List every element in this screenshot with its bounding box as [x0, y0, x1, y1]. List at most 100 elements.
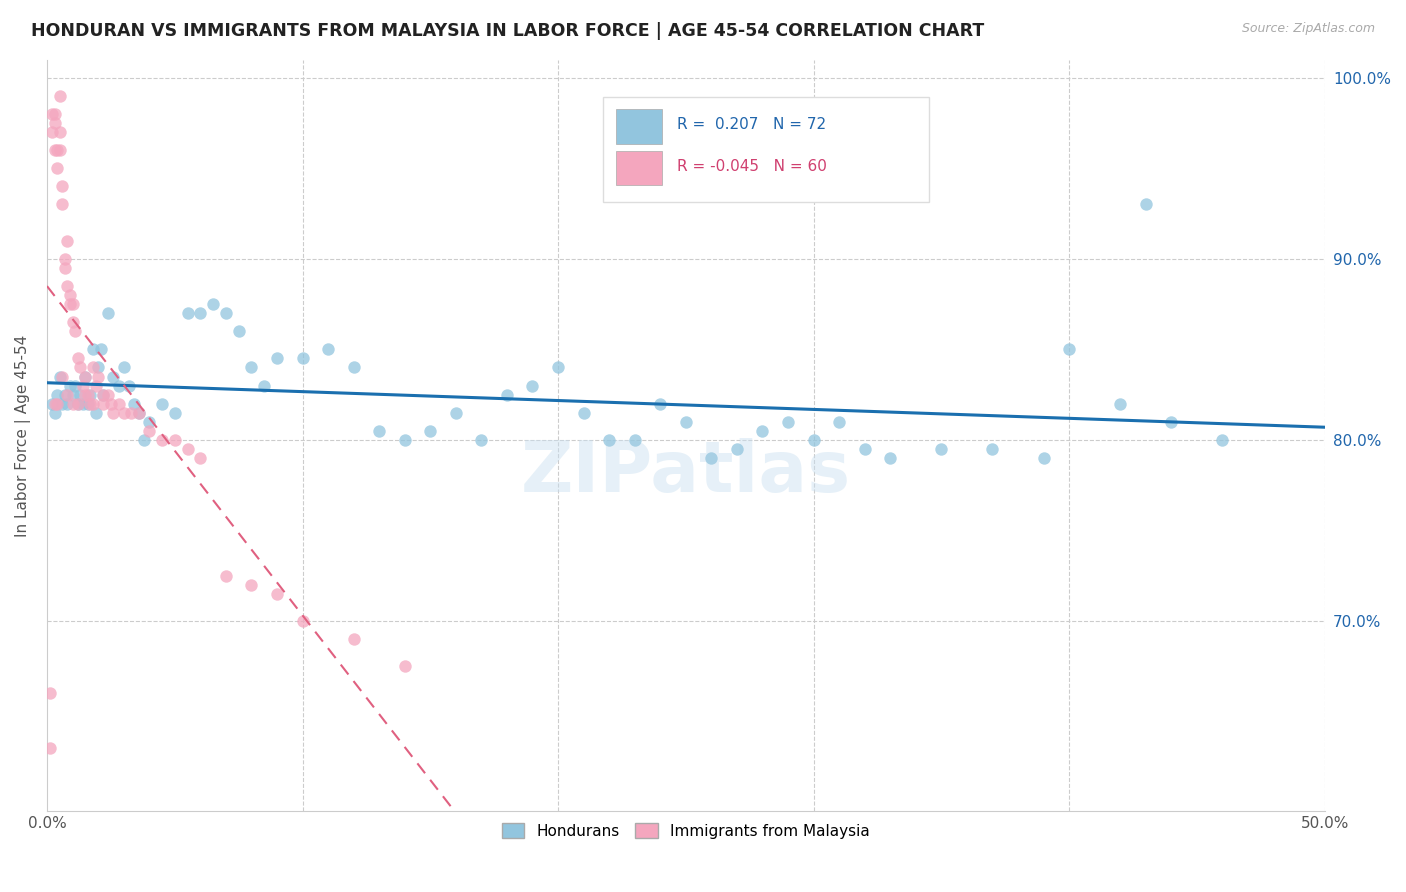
Point	[66, 397, 89, 411]
Point	[470, 433, 492, 447]
Point	[725, 442, 748, 456]
Point	[112, 360, 135, 375]
Point	[419, 424, 441, 438]
Point	[215, 568, 238, 582]
Point	[48, 88, 70, 103]
Point	[343, 360, 366, 375]
Point	[63, 378, 86, 392]
Point	[188, 450, 211, 465]
Point	[44, 143, 66, 157]
Point	[163, 433, 186, 447]
Point	[240, 578, 263, 592]
FancyBboxPatch shape	[603, 97, 928, 202]
Point	[82, 397, 104, 411]
Point	[751, 424, 773, 438]
Point	[1160, 415, 1182, 429]
Point	[84, 378, 107, 392]
Point	[62, 397, 84, 411]
Point	[66, 397, 89, 411]
Point	[138, 415, 160, 429]
Point	[53, 260, 76, 275]
Point	[56, 234, 79, 248]
Point	[253, 378, 276, 392]
Point	[623, 433, 645, 447]
Point	[82, 343, 104, 357]
Point	[76, 387, 98, 401]
Point	[240, 360, 263, 375]
Point	[53, 387, 76, 401]
Point	[75, 387, 97, 401]
Point	[112, 406, 135, 420]
Point	[176, 306, 198, 320]
Point	[82, 360, 104, 375]
Point	[496, 387, 519, 401]
FancyBboxPatch shape	[616, 151, 662, 186]
Point	[368, 424, 391, 438]
Point	[56, 279, 79, 293]
Point	[59, 297, 82, 311]
Point	[44, 397, 66, 411]
Point	[51, 179, 73, 194]
Point	[1109, 397, 1132, 411]
Point	[56, 387, 79, 401]
Point	[41, 125, 63, 139]
Point	[79, 387, 101, 401]
Point	[46, 387, 69, 401]
Point	[44, 406, 66, 420]
Point	[931, 442, 953, 456]
Point	[87, 369, 110, 384]
Text: R =  0.207   N = 72: R = 0.207 N = 72	[676, 118, 825, 133]
Text: ZIPatlas: ZIPatlas	[520, 439, 851, 508]
Point	[118, 378, 141, 392]
Point	[1211, 433, 1233, 447]
Point	[176, 442, 198, 456]
Point	[394, 433, 416, 447]
Point	[69, 360, 91, 375]
Point	[444, 406, 467, 420]
Point	[44, 107, 66, 121]
Point	[76, 397, 98, 411]
Point	[38, 740, 60, 755]
Point	[59, 378, 82, 392]
Point	[291, 351, 314, 366]
Point	[150, 397, 173, 411]
Point	[46, 161, 69, 176]
Point	[72, 378, 94, 392]
Text: Source: ZipAtlas.com: Source: ZipAtlas.com	[1241, 22, 1375, 36]
Point	[132, 433, 155, 447]
Point	[91, 387, 114, 401]
Point	[51, 397, 73, 411]
Point	[91, 387, 114, 401]
Text: HONDURAN VS IMMIGRANTS FROM MALAYSIA IN LABOR FORCE | AGE 45-54 CORRELATION CHAR: HONDURAN VS IMMIGRANTS FROM MALAYSIA IN …	[31, 22, 984, 40]
Point	[853, 442, 876, 456]
Point	[75, 369, 97, 384]
Point	[84, 406, 107, 420]
Point	[522, 378, 544, 392]
Point	[128, 406, 150, 420]
Point	[291, 614, 314, 628]
Text: R = -0.045   N = 60: R = -0.045 N = 60	[676, 159, 827, 174]
Point	[128, 406, 150, 420]
Point	[122, 397, 145, 411]
Point	[776, 415, 799, 429]
Point	[394, 659, 416, 673]
Point	[266, 587, 288, 601]
Point	[316, 343, 339, 357]
Point	[62, 315, 84, 329]
Point	[675, 415, 697, 429]
Point	[97, 387, 120, 401]
Point	[215, 306, 238, 320]
Point	[598, 433, 620, 447]
Point	[1057, 343, 1080, 357]
Point	[62, 387, 84, 401]
Point	[97, 306, 120, 320]
Point	[828, 415, 851, 429]
Point	[547, 360, 569, 375]
Point	[163, 406, 186, 420]
Point	[879, 450, 901, 465]
Point	[38, 686, 60, 700]
Point	[51, 197, 73, 211]
Point	[103, 369, 125, 384]
Point	[72, 397, 94, 411]
Point	[120, 406, 142, 420]
